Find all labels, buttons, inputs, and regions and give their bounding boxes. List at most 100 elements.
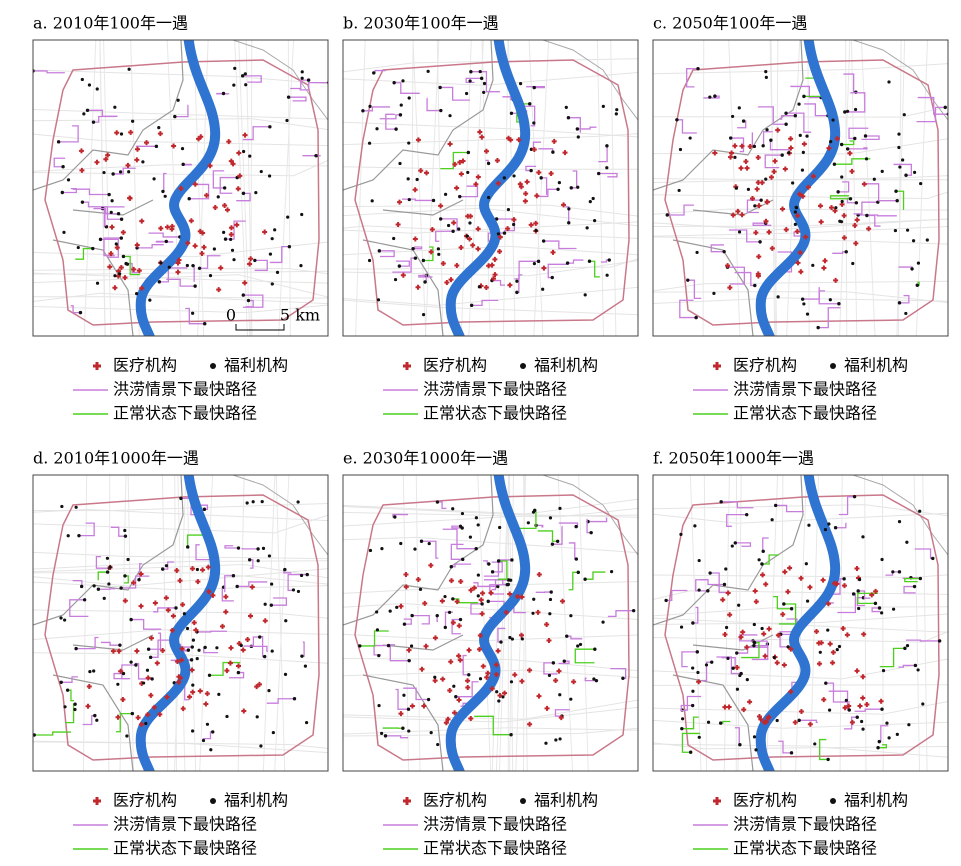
medical-point — [821, 697, 827, 703]
medical-point — [788, 145, 794, 151]
flood-route — [835, 522, 847, 529]
welfare-point — [447, 223, 451, 228]
welfare-point — [576, 644, 580, 648]
welfare-point — [436, 247, 440, 251]
welfare-point — [421, 258, 426, 263]
welfare-point — [487, 562, 491, 566]
medical-point — [127, 195, 133, 201]
medical-point — [854, 565, 860, 571]
welfare-point — [486, 599, 490, 604]
medical-point — [546, 637, 552, 643]
medical-point — [125, 162, 131, 168]
welfare-point — [292, 697, 297, 701]
welfare-point — [407, 729, 411, 733]
welfare-point — [419, 539, 424, 543]
flood-route — [465, 77, 482, 84]
medical-point — [833, 277, 839, 283]
flood-route — [212, 170, 225, 189]
medical-point — [160, 648, 166, 654]
welfare-point — [367, 258, 372, 263]
medical-point — [450, 620, 456, 626]
welfare-point — [92, 584, 96, 588]
welfare-point — [193, 284, 197, 288]
medical-point — [762, 653, 768, 659]
medical-point — [158, 225, 164, 231]
welfare-point — [532, 597, 536, 601]
medical-point — [203, 701, 209, 707]
welfare-point — [102, 596, 106, 600]
welfare-point — [697, 588, 701, 592]
flood-route — [379, 114, 401, 120]
medical-point — [741, 707, 747, 713]
medical-point — [550, 249, 556, 255]
medical-point — [752, 588, 758, 594]
welfare-point — [197, 648, 201, 652]
welfare-point — [137, 578, 141, 582]
welfare-point — [857, 606, 861, 611]
medical-point — [788, 136, 794, 142]
flood-route — [396, 260, 410, 267]
welfare-point — [601, 620, 605, 624]
legend-normal: 正常状态下最快路径 — [423, 839, 567, 858]
medical-point — [861, 631, 867, 637]
welfare-point — [738, 743, 742, 747]
welfare-point — [501, 695, 505, 699]
medical-point — [740, 629, 746, 635]
medical-point — [781, 662, 787, 668]
medical-point — [466, 647, 472, 653]
medical-point — [440, 260, 446, 266]
flood-route — [98, 588, 116, 590]
flood-route — [470, 71, 500, 93]
welfare-point — [509, 111, 514, 115]
welfare-point — [731, 666, 735, 670]
welfare-point — [512, 222, 516, 227]
welfare-point — [578, 642, 583, 647]
welfare-point — [828, 298, 832, 302]
flood-route — [710, 572, 729, 594]
welfare-point — [775, 718, 779, 723]
medical-point — [234, 222, 240, 228]
medical-point — [497, 248, 503, 254]
medical-point — [480, 663, 486, 669]
medical-point — [199, 251, 205, 257]
welfare-point — [760, 626, 764, 631]
welfare-point — [550, 542, 555, 546]
welfare-point — [607, 258, 611, 262]
flood-route — [666, 589, 688, 602]
welfare-point — [758, 240, 762, 244]
road — [653, 291, 948, 304]
flood-route — [224, 545, 239, 549]
medical-point — [497, 692, 503, 698]
road — [523, 475, 525, 771]
flood-route — [905, 639, 940, 642]
welfare-point — [555, 539, 560, 543]
welfare-point — [77, 533, 81, 538]
flood-route — [110, 526, 126, 537]
flood-route — [199, 255, 221, 269]
flood-route — [735, 542, 752, 547]
medical-point — [749, 196, 755, 202]
medical-point — [571, 679, 577, 685]
normal-route — [537, 530, 558, 542]
welfare-point — [284, 619, 288, 623]
welfare-point — [208, 273, 213, 278]
road — [343, 699, 638, 720]
welfare-point — [515, 279, 519, 283]
welfare-point — [839, 142, 844, 147]
welfare-point — [203, 645, 207, 650]
welfare-point — [793, 113, 798, 118]
welfare-point — [861, 535, 865, 539]
welfare-point — [283, 672, 288, 676]
road — [703, 475, 708, 771]
flood-route — [451, 618, 461, 635]
welfare-point — [85, 108, 90, 113]
welfare-point — [426, 697, 431, 702]
medical-point — [398, 603, 404, 609]
medical-point — [256, 681, 262, 687]
flood-route — [290, 79, 309, 90]
medical-point — [832, 208, 838, 214]
legend-flood: 洪涝情景下最快路径 — [733, 380, 877, 399]
welfare-point — [876, 745, 880, 750]
medical-point — [801, 141, 807, 147]
flood-route — [598, 172, 618, 178]
